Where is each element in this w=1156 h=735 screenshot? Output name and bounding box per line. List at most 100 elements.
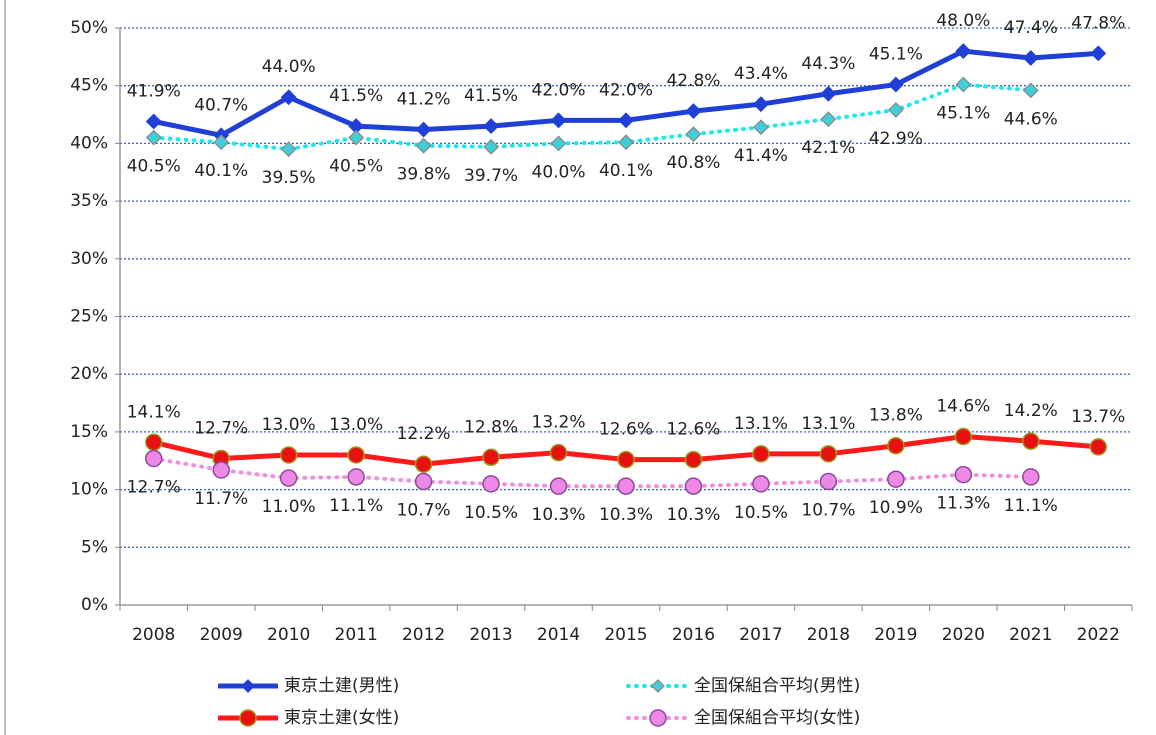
x-tick-label: 2016	[672, 625, 715, 645]
point-marker	[279, 446, 298, 464]
point-marker	[1090, 45, 1107, 62]
point-marker	[618, 134, 634, 151]
point-marker	[483, 118, 499, 135]
point-marker	[1022, 468, 1040, 486]
x-tick-label: 2017	[739, 625, 782, 645]
value-label: 10.7%	[801, 501, 855, 521]
value-label: 43.4%	[734, 64, 788, 84]
point-marker	[549, 443, 568, 462]
x-tick-label: 2009	[200, 625, 243, 645]
point-marker	[954, 465, 973, 484]
value-label: 14.1%	[127, 402, 181, 422]
value-label: 48.0%	[936, 11, 990, 31]
point-marker	[347, 468, 365, 486]
value-label: 41.5%	[464, 86, 518, 106]
point-marker	[280, 141, 297, 158]
value-label: 40.1%	[599, 161, 653, 181]
point-marker	[819, 472, 838, 491]
point-marker	[145, 113, 162, 130]
value-label: 40.0%	[532, 162, 586, 182]
value-label: 10.3%	[599, 505, 653, 525]
y-tick-label: 15%	[70, 422, 108, 442]
value-label: 47.8%	[1071, 13, 1125, 33]
value-label: 44.3%	[801, 54, 855, 74]
value-label: 11.0%	[262, 497, 316, 517]
point-marker	[1022, 82, 1039, 99]
value-label: 10.3%	[666, 505, 720, 525]
point-marker	[1022, 50, 1039, 66]
point-marker	[1089, 438, 1108, 456]
point-marker	[955, 43, 972, 59]
x-tick-label: 2021	[1009, 625, 1052, 645]
point-marker	[212, 461, 230, 479]
x-tick-label: 2014	[537, 625, 580, 645]
legend-label: 全国保組合平均(男性)	[694, 676, 860, 696]
point-marker	[887, 102, 904, 118]
point-marker	[550, 112, 567, 129]
x-tick-label: 2015	[604, 625, 647, 645]
point-marker	[550, 135, 567, 152]
point-marker	[213, 134, 230, 151]
value-label: 41.2%	[397, 90, 451, 110]
y-tick-label: 40%	[70, 133, 108, 153]
value-label: 39.5%	[262, 168, 316, 188]
value-label: 42.8%	[666, 71, 720, 91]
point-marker	[483, 138, 499, 155]
value-label: 40.5%	[329, 157, 383, 177]
point-marker	[280, 89, 297, 106]
x-tick-label: 2013	[469, 625, 512, 645]
point-marker	[414, 455, 433, 473]
value-label: 12.6%	[599, 420, 653, 440]
value-label: 12.2%	[397, 424, 451, 444]
point-marker	[482, 448, 500, 467]
value-label: 42.0%	[532, 80, 586, 100]
y-tick-label: 5%	[81, 537, 108, 557]
point-marker	[887, 470, 905, 488]
value-label: 14.6%	[936, 397, 990, 417]
point-marker	[954, 427, 973, 446]
value-label: 44.0%	[262, 57, 316, 77]
point-marker	[685, 126, 702, 143]
value-label: 41.4%	[734, 146, 788, 166]
value-label: 13.2%	[532, 413, 586, 433]
point-marker	[684, 477, 703, 495]
value-label: 13.8%	[869, 406, 923, 426]
value-label: 12.7%	[127, 477, 181, 497]
x-tick-label: 2020	[942, 625, 985, 645]
point-marker	[144, 449, 163, 468]
y-tick-label: 35%	[70, 191, 108, 211]
value-label: 13.1%	[801, 414, 855, 434]
y-tick-label: 30%	[70, 249, 108, 269]
value-label: 10.7%	[397, 501, 451, 521]
point-marker	[887, 436, 905, 455]
point-marker	[347, 446, 365, 464]
value-label: 10.5%	[734, 503, 788, 523]
value-label: 39.7%	[464, 166, 518, 186]
point-marker	[549, 477, 568, 495]
legend-label: 東京土建(女性)	[284, 708, 399, 728]
x-tick-label: 2010	[267, 625, 310, 645]
point-marker	[415, 137, 432, 154]
value-label: 13.0%	[262, 415, 316, 435]
x-tick-label: 2019	[874, 625, 917, 645]
point-marker	[820, 85, 837, 102]
value-label: 40.1%	[194, 161, 248, 181]
point-marker	[279, 469, 298, 487]
value-label: 12.8%	[464, 417, 518, 437]
y-tick-label: 20%	[70, 364, 108, 384]
x-tick-label: 2012	[402, 625, 445, 645]
y-tick-label: 25%	[70, 307, 108, 327]
x-tick-label: 2022	[1077, 625, 1120, 645]
point-marker	[955, 76, 972, 93]
x-tick-label: 2018	[807, 625, 850, 645]
legend-marker	[649, 709, 667, 727]
value-label: 10.3%	[532, 505, 586, 525]
point-marker	[753, 119, 769, 136]
legend-marker	[239, 709, 257, 727]
y-tick-label: 10%	[70, 480, 108, 500]
series-line	[151, 82, 1033, 152]
value-label: 40.7%	[194, 95, 248, 115]
value-label: 12.7%	[194, 418, 248, 438]
value-label: 13.7%	[1071, 407, 1125, 427]
